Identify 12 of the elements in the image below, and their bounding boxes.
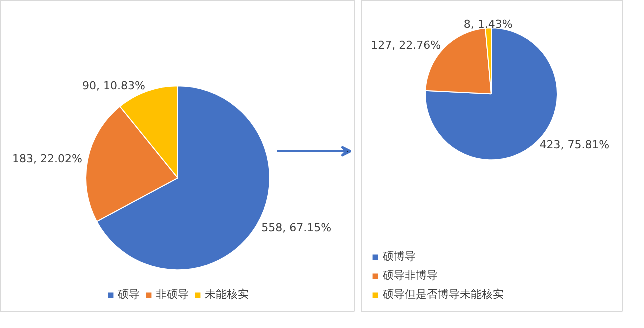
legend-label: 非硕导 (156, 287, 189, 302)
data-label: 90, 10.83% (82, 80, 146, 93)
data-label: 127, 22.76% (371, 39, 442, 52)
legend-label: 硕导但是否博导未能核实 (383, 287, 504, 302)
legend-label: 未能核实 (205, 287, 249, 302)
legend-label: 硕博导 (383, 249, 416, 264)
legend-label: 硕导 (118, 287, 140, 302)
legend-label: 硕导非博导 (383, 268, 438, 283)
data-label: 8, 1.43% (464, 18, 513, 31)
data-label: 558, 67.15% (262, 222, 332, 235)
data-label: 423, 75.81% (540, 138, 610, 152)
data-label: 183, 22.02% (12, 152, 82, 166)
